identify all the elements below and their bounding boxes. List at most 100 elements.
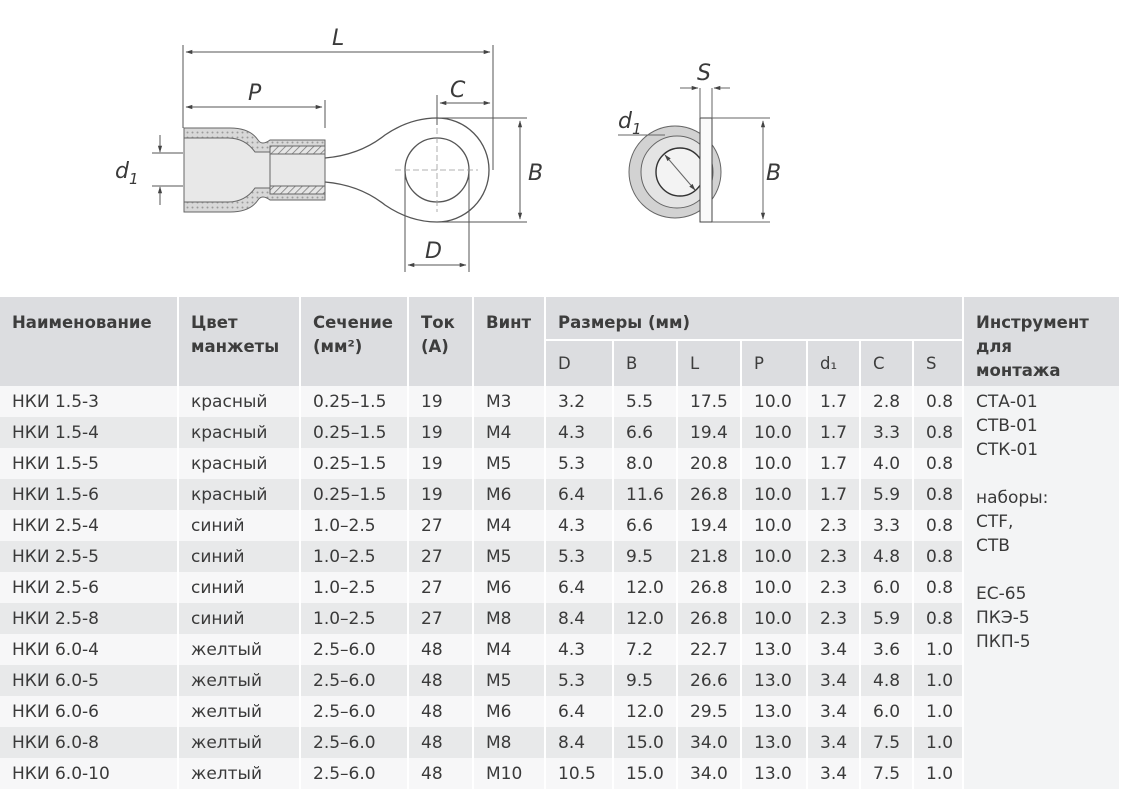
insulated-sleeve (183, 127, 326, 213)
table-cell: 2.5–6.0 (300, 665, 409, 696)
table-cell: 6.6 (613, 417, 678, 448)
table-cell: НКИ 6.0-6 (0, 696, 179, 727)
table-cell: 1.0–2.5 (300, 572, 409, 603)
header-dim: d₁ (807, 340, 861, 386)
table-cell: 3.3 (860, 417, 914, 448)
header-dim: B (613, 340, 678, 386)
table-cell: 3.4 (807, 634, 861, 665)
table-row: НКИ 6.0-10 желтый 2.5–6.0 48 М10 10.5 15.0 34.0… (0, 758, 1120, 789)
table-cell: 5.9 (860, 603, 914, 634)
table-cell: НКИ 1.5-5 (0, 448, 179, 479)
table-cell: М5 (473, 665, 546, 696)
table-cell: 6.4 (545, 696, 614, 727)
table-cell: желтый (178, 758, 301, 789)
header-dim: P (741, 340, 808, 386)
ring-terminal-drawing: L P C B D d1 S B d1 (115, 26, 781, 272)
table-cell: НКИ 6.0-8 (0, 727, 179, 758)
label-S: S (697, 61, 711, 86)
table-cell: 8.4 (545, 727, 614, 758)
table-row: НКИ 6.0-6 желтый 2.5–6.0 48 М6 6.4 12.0 29.5 13.… (0, 696, 1120, 727)
table-cell: 10.0 (741, 417, 808, 448)
table-cell: 1.0–2.5 (300, 541, 409, 572)
table-cell: 6.0 (860, 696, 914, 727)
table-cell: М3 (473, 386, 546, 417)
table-row: НКИ 1.5-6 красный 0.25–1.5 19 М6 6.4 11.6 26.8 1… (0, 479, 1120, 510)
table-cell: 5.5 (613, 386, 678, 417)
table-row: НКИ 1.5-3 красный 0.25–1.5 19 М3 3.2 5.5 17.5 10… (0, 386, 1121, 789)
table-cell: 7.5 (860, 727, 914, 758)
table-cell: М6 (473, 572, 546, 603)
table-cell: НКИ 2.5-4 (0, 510, 179, 541)
table-cell: 1.0 (913, 665, 965, 696)
table-cell: 4.0 (860, 448, 914, 479)
table-cell: 0.25–1.5 (300, 386, 409, 417)
table-cell: красный (178, 417, 301, 448)
table-cell: НКИ 6.0-10 (0, 758, 179, 789)
table-cell: НКИ 2.5-6 (0, 572, 179, 603)
table-cell: 2.3 (807, 603, 861, 634)
table-cell: 2.5–6.0 (300, 634, 409, 665)
table-cell: 10.0 (741, 572, 808, 603)
table-cell: 27 (408, 572, 474, 603)
table-cell: синий (178, 541, 301, 572)
label-d1-side: d1 (618, 109, 642, 138)
table-cell: 26.8 (677, 572, 742, 603)
header-dimensions: Размеры (мм) (545, 297, 965, 341)
table-cell: 0.25–1.5 (300, 417, 409, 448)
table-cell: 2.3 (807, 572, 861, 603)
table-cell: НКИ 1.5-6 (0, 479, 179, 510)
table-cell: 4.8 (860, 541, 914, 572)
table-cell: 19 (408, 479, 474, 510)
table-cell: желтый (178, 665, 301, 696)
table-cell: 1.0–2.5 (300, 603, 409, 634)
table-cell: 0.8 (913, 510, 965, 541)
tool-item (976, 462, 1119, 486)
table-cell: 10.0 (741, 386, 808, 417)
header-name: Наименование (0, 297, 179, 386)
table-cell: 26.8 (677, 479, 742, 510)
table-row: НКИ 2.5-4 синий 1.0–2.5 27 М4 4.3 6.6 19.4 10.0 2… (0, 510, 1120, 541)
table-cell: 3.2 (545, 386, 614, 417)
table-cell: 5.3 (545, 541, 614, 572)
table-cell: 1.7 (807, 448, 861, 479)
table-row: НКИ 6.0-4 желтый 2.5–6.0 48 М4 4.3 7.2 22.7 13.0… (0, 634, 1120, 665)
table-cell: 19.4 (677, 510, 742, 541)
ring-lug (324, 117, 490, 223)
table-row: НКИ 2.5-5 синий 1.0–2.5 27 М5 5.3 9.5 21.8 10.0 2… (0, 541, 1120, 572)
table-cell: 3.4 (807, 727, 861, 758)
header-dim: C (860, 340, 914, 386)
table-cell: 3.3 (860, 510, 914, 541)
table-cell: М5 (473, 448, 546, 479)
table-cell: 19.4 (677, 417, 742, 448)
table-cell: 6.0 (860, 572, 914, 603)
table-cell: 22.7 (677, 634, 742, 665)
table-cell: 8.0 (613, 448, 678, 479)
table-cell: 10.0 (741, 448, 808, 479)
tool-item: ЕС-65 (976, 584, 1027, 604)
table-cell: 19 (408, 417, 474, 448)
table-cell: НКИ 1.5-3 (0, 386, 179, 417)
table-cell: 0.8 (913, 386, 965, 417)
table-cell: 13.0 (741, 727, 808, 758)
table-cell: НКИ 2.5-8 (0, 603, 179, 634)
table-cell: 9.5 (613, 665, 678, 696)
table-cell: 2.5–6.0 (300, 758, 409, 789)
table-cell: 3.4 (807, 665, 861, 696)
table-cell: 27 (408, 510, 474, 541)
table-cell: М8 (473, 727, 546, 758)
table-cell: 0.8 (913, 572, 965, 603)
table-cell: 27 (408, 603, 474, 634)
table-cell: 0.8 (913, 479, 965, 510)
table-cell: 12.0 (613, 572, 678, 603)
spec-table: Наименование Цвет манжеты Сечение (мм²) То… (0, 297, 1121, 789)
table-cell: 4.8 (860, 665, 914, 696)
table-cell: 26.6 (677, 665, 742, 696)
table-cell: 8.4 (545, 603, 614, 634)
table-cell: М8 (473, 603, 546, 634)
table-cell: 17.5 (677, 386, 742, 417)
label-P: P (248, 81, 262, 106)
table-cell: 2.3 (807, 510, 861, 541)
table-cell: 29.5 (677, 696, 742, 727)
table-cell: 6.4 (545, 479, 614, 510)
table-cell: 19 (408, 448, 474, 479)
